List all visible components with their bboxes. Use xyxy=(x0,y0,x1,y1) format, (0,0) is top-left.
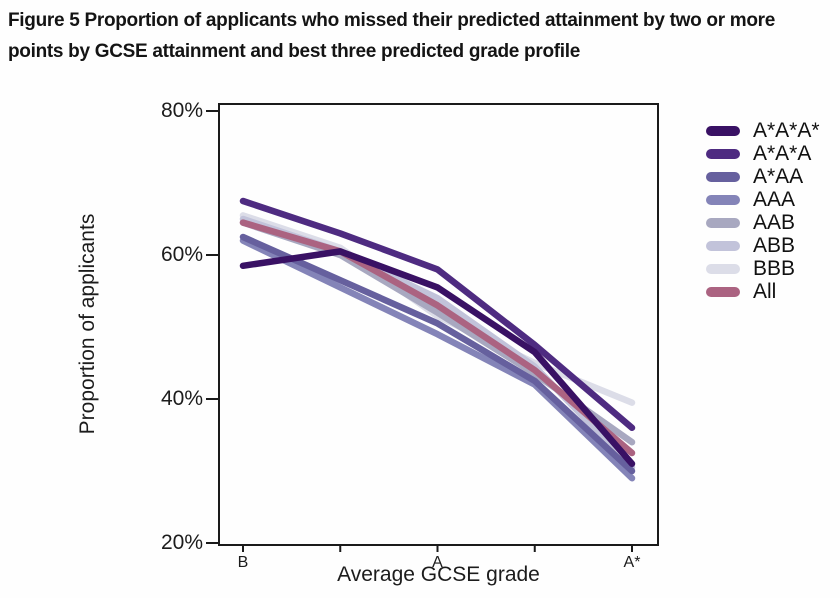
legend-row: A*A*A* xyxy=(706,119,820,142)
legend-swatch-icon xyxy=(706,263,740,274)
legend-row: ABB xyxy=(706,234,820,257)
legend-row: A*AA xyxy=(706,165,820,188)
y-axis-title: Proportion of applicants xyxy=(76,213,99,435)
figure-title: Figure 5 Proportion of applicants who mi… xyxy=(8,5,838,67)
y-tick-label: 60% xyxy=(160,243,203,266)
series-line-1 xyxy=(239,197,636,432)
legend-label: A*A*A* xyxy=(753,119,820,142)
legend-swatch-icon xyxy=(706,217,740,228)
series-line-2 xyxy=(239,233,636,475)
legend-label: A*AA xyxy=(753,165,804,188)
x-tick-label: A* xyxy=(623,554,641,571)
legend-row: A*A*A xyxy=(706,142,820,165)
legend-row: AAB xyxy=(706,211,820,234)
legend-label: BBB xyxy=(753,257,796,280)
x-tick-label: A xyxy=(432,554,443,571)
series-line-0 xyxy=(239,248,636,468)
legend-row: AAA xyxy=(706,188,820,211)
legend-row: BBB xyxy=(706,257,820,280)
y-tick-label: 80% xyxy=(160,99,203,122)
legend-label: AAB xyxy=(753,211,796,234)
y-tick-label: 40% xyxy=(160,387,203,410)
legend-label: A*A*A xyxy=(753,142,812,165)
legend-swatch-icon xyxy=(706,286,740,297)
legend-swatch-icon xyxy=(706,171,740,182)
series-line-7 xyxy=(239,219,636,457)
legend-label: ABB xyxy=(753,234,796,257)
y-tick-label: 20% xyxy=(160,531,203,554)
figure-title-line2: points by GCSE attainment and best three… xyxy=(8,41,581,62)
chart-legend: A*A*A* A*A*A A*AA AAA AAB ABB BBB All xyxy=(706,119,820,303)
figure-title-line1: Figure 5 Proportion of applicants who mi… xyxy=(8,10,776,31)
legend-label: AAA xyxy=(753,188,796,211)
x-axis-title: Average GCSE grade xyxy=(337,563,540,586)
legend-swatch-icon xyxy=(706,148,740,159)
legend-row: All xyxy=(706,280,820,303)
legend-swatch-icon xyxy=(706,194,740,205)
series-line-3 xyxy=(239,237,636,482)
legend-label: All xyxy=(753,280,777,303)
x-tick-label: B xyxy=(237,554,249,571)
legend-swatch-icon xyxy=(706,240,740,251)
legend-swatch-icon xyxy=(706,125,740,136)
